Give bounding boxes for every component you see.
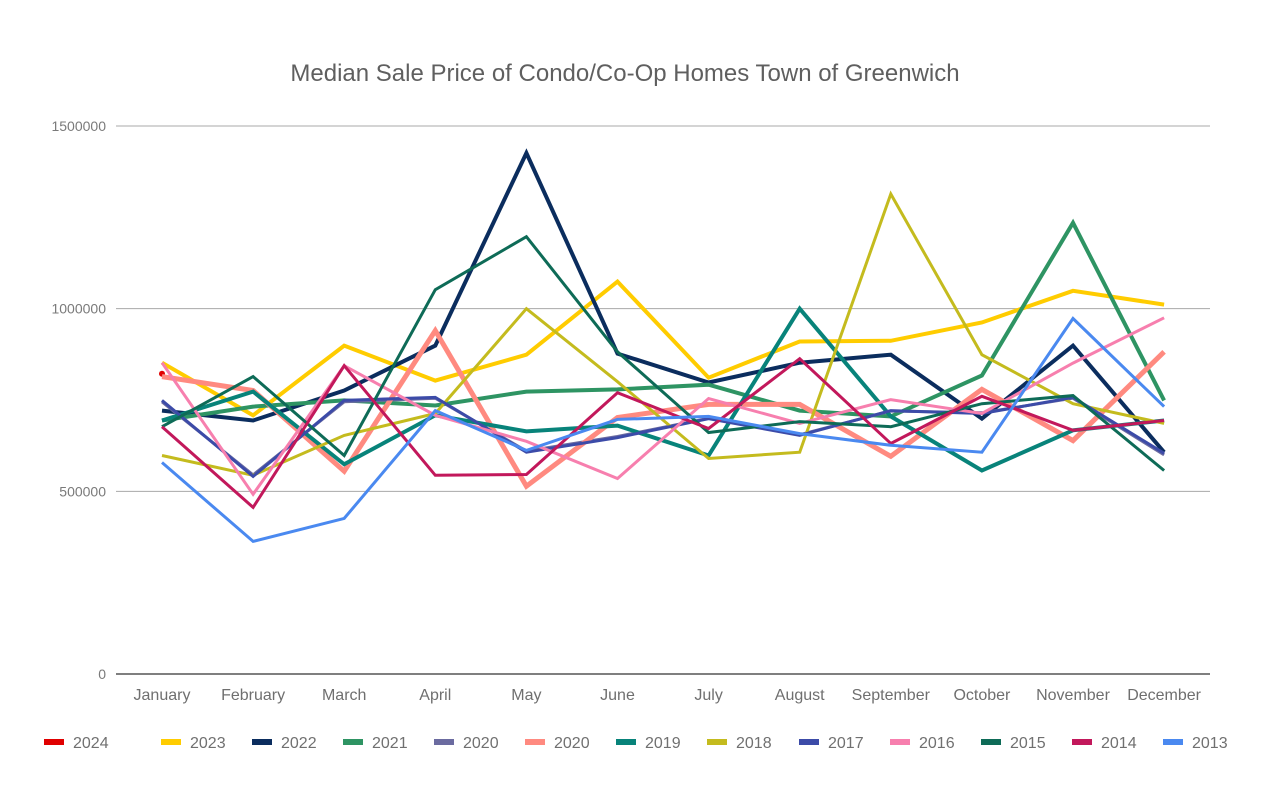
legend-label: 2019 <box>645 735 681 752</box>
legend-swatch <box>799 739 819 745</box>
legend-swatch <box>525 739 545 745</box>
chart-title: Median Sale Price of Condo/Co-Op Homes T… <box>290 60 959 87</box>
series-line-2023-1 <box>160 278 1165 418</box>
legend-item[interactable]: 2018 <box>707 735 772 752</box>
legend-item[interactable]: 2024 <box>44 735 109 752</box>
series-lines <box>159 148 1166 544</box>
legend-swatch <box>1163 739 1183 745</box>
legend-swatch <box>707 739 727 745</box>
x-tick-label: September <box>852 687 931 704</box>
legend-item[interactable]: 2014 <box>1072 735 1137 752</box>
legend-swatch <box>434 739 454 745</box>
y-tick-label: 1500000 <box>51 118 106 134</box>
legend: 2024 2023 2022 2021 2020 2020 2019 2018 2017 2016… <box>44 735 1228 752</box>
x-tick-label: December <box>1127 687 1201 704</box>
legend-swatch <box>343 739 363 745</box>
series-line-2018-7 <box>161 190 1165 477</box>
legend-label: 2020 <box>554 735 590 752</box>
y-tick-label: 0 <box>98 666 106 682</box>
legend-label: 2014 <box>1101 735 1137 752</box>
x-tick-label: January <box>134 687 191 704</box>
legend-label: 2024 <box>73 735 109 752</box>
x-tick-label: July <box>694 687 722 704</box>
y-axis-ticks: 0 500000 1000000 1500000 <box>51 118 106 682</box>
series-line-2017-8 <box>161 395 1165 479</box>
legend-item[interactable]: 2020 <box>434 735 499 752</box>
series-line-2014-11 <box>161 356 1165 510</box>
y-tick-label: 1000000 <box>51 301 106 317</box>
legend-item[interactable]: 2013 <box>1163 735 1228 752</box>
x-tick-label: April <box>419 687 451 704</box>
x-tick-label: May <box>511 687 541 704</box>
x-tick-label: August <box>775 687 825 704</box>
legend-label: 2020 <box>463 735 499 752</box>
x-tick-label: June <box>600 687 635 704</box>
y-tick-label: 500000 <box>59 483 106 499</box>
x-tick-label: November <box>1036 687 1110 704</box>
legend-item[interactable]: 2019 <box>616 735 681 752</box>
x-tick-label: March <box>322 687 366 704</box>
series-line-2013-12 <box>161 316 1166 544</box>
legend-swatch <box>616 739 636 745</box>
legend-swatch <box>252 739 272 745</box>
legend-label: 2015 <box>1010 735 1046 752</box>
legend-label: 2013 <box>1192 735 1228 752</box>
series-line-2015-10 <box>161 234 1166 472</box>
legend-swatch <box>161 739 181 745</box>
legend-label: 2022 <box>281 735 317 752</box>
series-line-2021-3 <box>161 218 1166 423</box>
legend-swatch <box>44 739 64 745</box>
legend-swatch <box>1072 739 1092 745</box>
legend-item[interactable]: 2016 <box>890 735 955 752</box>
legend-item[interactable]: 2022 <box>252 735 317 752</box>
legend-swatch <box>981 739 1001 745</box>
legend-item[interactable]: 2020 <box>525 735 590 752</box>
legend-label: 2023 <box>190 735 226 752</box>
gridlines <box>116 125 1210 675</box>
x-tick-label: February <box>221 687 285 704</box>
legend-item[interactable]: 2015 <box>981 735 1046 752</box>
legend-item[interactable]: 2021 <box>343 735 408 752</box>
legend-label: 2016 <box>919 735 955 752</box>
x-axis-ticks: January February March April May June July Augu… <box>134 687 1202 704</box>
legend-label: 2017 <box>828 735 864 752</box>
legend-label: 2021 <box>372 735 408 752</box>
legend-swatch <box>890 739 910 745</box>
legend-label: 2018 <box>736 735 772 752</box>
x-tick-label: October <box>953 687 1011 704</box>
legend-item[interactable]: 2023 <box>161 735 226 752</box>
legend-item[interactable]: 2017 <box>799 735 864 752</box>
series-line-2019-6 <box>161 305 1165 473</box>
